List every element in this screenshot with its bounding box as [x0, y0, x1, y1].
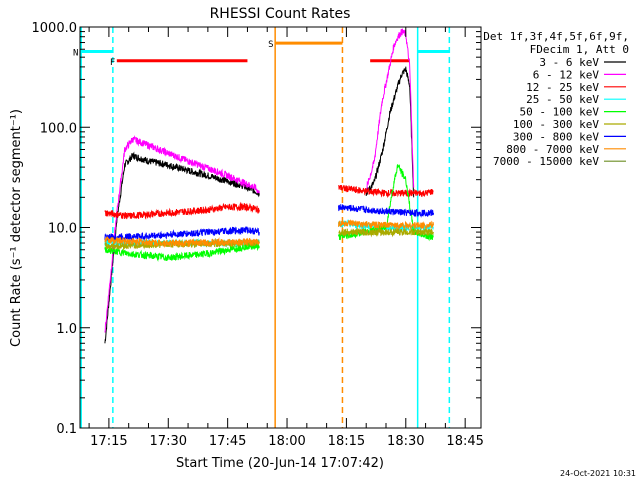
- legend: Det 1f,3f,4f,5f,6f,9f,FDecim 1, Att 03 -…: [483, 30, 629, 168]
- legend-entry-label: 25 - 50 keV: [526, 93, 599, 106]
- legend-entry-label: 50 - 100 keV: [520, 106, 600, 119]
- y-tick-label: 100.0: [40, 121, 77, 136]
- legend-entry-label: 7000 - 15000 keV: [493, 155, 599, 168]
- footer-date: 24-Oct-2021 10:31: [560, 469, 636, 478]
- x-tick-label: 17:15: [90, 434, 127, 449]
- x-tick-label: 18:45: [446, 434, 483, 449]
- legend-entry-label: 6 - 12 keV: [533, 68, 600, 81]
- series-line-7: [338, 219, 434, 231]
- series-line-0: [365, 66, 415, 198]
- legend-entry-label: 800 - 7000 keV: [506, 143, 599, 156]
- x-axis-label: Start Time (20-Jun-14 17:07:42): [176, 456, 384, 471]
- series-line-5: [338, 227, 434, 238]
- legend-header-line: Det 1f,3f,4f,5f,6f,9f,: [483, 30, 629, 43]
- annotation-label-f: F: [110, 58, 115, 68]
- series-line-1: [104, 134, 260, 333]
- legend-entry-label: 3 - 6 keV: [539, 56, 599, 69]
- annotation-label-s: S: [268, 40, 273, 50]
- series-line-6: [338, 204, 434, 218]
- series-line-5: [104, 238, 260, 251]
- plot-area: N F S: [73, 27, 451, 428]
- y-tick-label: 1.0: [56, 322, 77, 337]
- y-tick-label: 10.0: [48, 222, 77, 237]
- x-tick-label: 18:00: [268, 434, 305, 449]
- x-tick-label: 18:30: [387, 434, 424, 449]
- legend-entry-label: 100 - 300 keV: [513, 118, 599, 131]
- series-line-4: [104, 242, 260, 262]
- y-tick-label: 1000.0: [32, 21, 78, 36]
- y-tick-label: 0.1: [56, 422, 77, 437]
- chart-title: RHESSI Count Rates: [210, 6, 351, 22]
- legend-header-line: FDecim 1, Att 0: [530, 43, 629, 56]
- y-axis-label: Count Rate (s⁻¹ detector segment⁻¹): [9, 109, 24, 347]
- x-tick-label: 17:30: [150, 434, 187, 449]
- axes: 0.1 1.0 10.0 100.0 1000.0 17:15 17:30 17:45 18:0…: [32, 21, 484, 449]
- series-line-2: [104, 201, 260, 220]
- series-line-7: [104, 235, 260, 249]
- x-tick-label: 18:15: [328, 434, 365, 449]
- x-tick-label: 17:45: [209, 434, 246, 449]
- legend-entry-label: 300 - 800 keV: [513, 130, 599, 143]
- series-line-2: [338, 185, 434, 198]
- annotation-label-n: N: [73, 48, 78, 58]
- legend-entry-label: 12 - 25 keV: [526, 81, 599, 94]
- series-line-0: [104, 151, 260, 344]
- series-line-6: [104, 226, 260, 242]
